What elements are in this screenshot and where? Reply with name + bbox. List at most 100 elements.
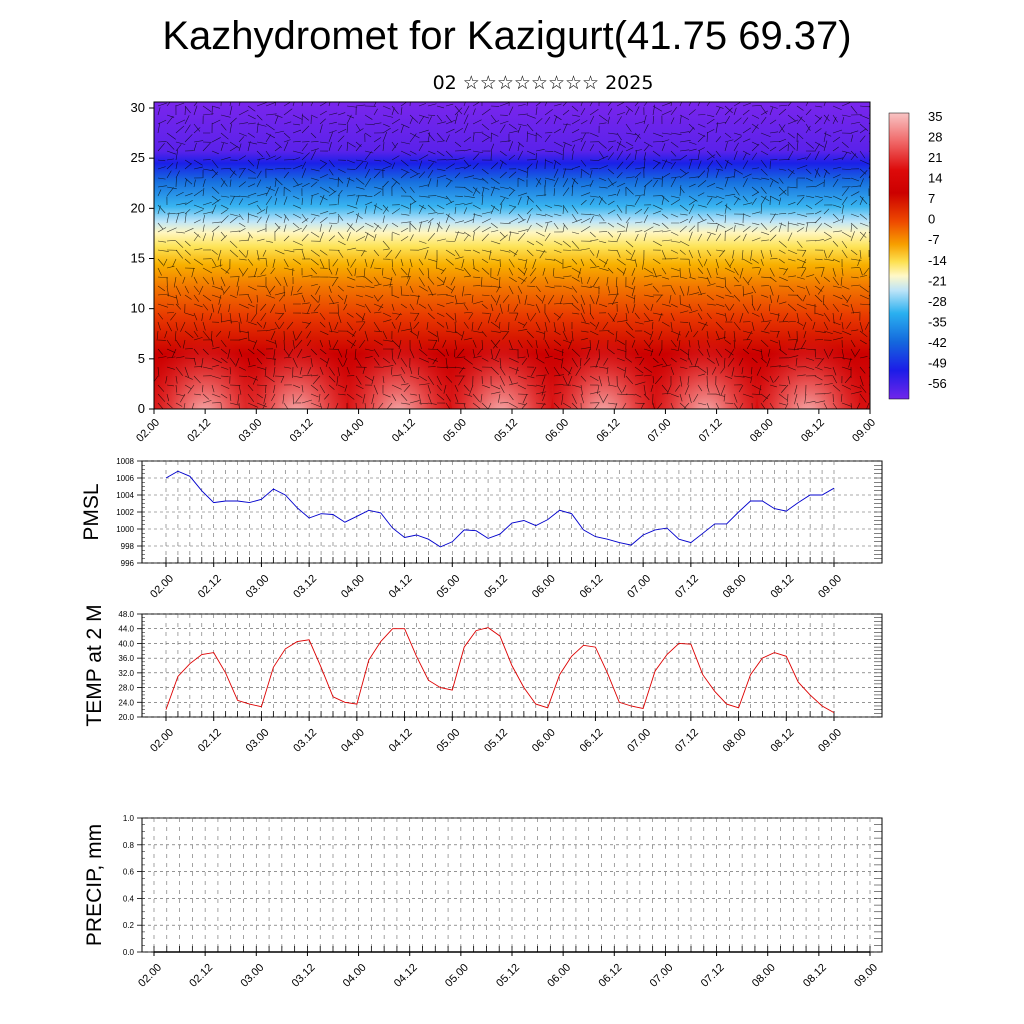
- wind-barb: [733, 195, 741, 201]
- wind-barb: [454, 157, 465, 161]
- wind-barb: [760, 231, 770, 235]
- wind-barb: [697, 339, 700, 349]
- wind-barb: [445, 177, 453, 182]
- wind-barb: [391, 267, 397, 276]
- wind-barb: [229, 357, 236, 366]
- wind-barb: [319, 258, 325, 269]
- wind-barb: [768, 303, 771, 312]
- wind-barb: [334, 321, 339, 331]
- wind-barb: [670, 107, 677, 116]
- wind-barb: [562, 142, 566, 152]
- wind-barb: [454, 231, 465, 234]
- wind-barb: [463, 384, 470, 392]
- wind-barb: [400, 186, 407, 194]
- wind-barb: [733, 197, 740, 206]
- wind-barb: [832, 375, 837, 384]
- x-tick-label: 05.00: [443, 962, 471, 990]
- wind-barb: [193, 159, 203, 166]
- wind-barb: [832, 276, 840, 286]
- wind-barb: [715, 186, 724, 190]
- wind-barb: [295, 339, 303, 348]
- wind-barb: [256, 216, 262, 224]
- wind-barb: [445, 103, 454, 107]
- wind-barb: [688, 276, 696, 280]
- wind-barb: [580, 107, 586, 116]
- wind-barb: [778, 365, 789, 368]
- wind-barb: [639, 357, 645, 366]
- x-tick-label: 02.00: [148, 727, 176, 755]
- wind-barb: [724, 348, 734, 356]
- wind-barb: [498, 321, 501, 330]
- wind-barb: [553, 339, 562, 346]
- wind-barb: [670, 161, 676, 170]
- precip-panel: 0.00.20.40.60.81.002.00 02.12 03.00 03.12 04…: [83, 814, 883, 990]
- wind-barb: [373, 321, 381, 332]
- wind-barb: [706, 294, 714, 301]
- wind-barb: [184, 163, 192, 170]
- wind-barb: [310, 283, 318, 287]
- wind-barb: [703, 258, 708, 266]
- wind-barb: [247, 258, 254, 266]
- x-tick-label: 05.12: [482, 573, 510, 601]
- x-tick-label: 05.00: [434, 727, 462, 755]
- wind-barb: [850, 339, 856, 348]
- wind-barb: [427, 159, 437, 163]
- wind-barb: [733, 225, 736, 233]
- wind-barb: [508, 258, 515, 268]
- wind-barb: [157, 185, 167, 188]
- wind-barb: [463, 311, 473, 314]
- wind-barb: [544, 159, 554, 164]
- wind-barb: [724, 160, 729, 170]
- wind-barb: [751, 167, 760, 170]
- wind-barb: [265, 168, 274, 171]
- wind-barb: [472, 150, 484, 154]
- wind-barb: [391, 231, 400, 236]
- wind-barb: [706, 129, 715, 134]
- wind-barb: [274, 130, 285, 134]
- wind-barb: [625, 312, 628, 321]
- wind-barb: [211, 137, 221, 143]
- wind-barb: [319, 210, 329, 215]
- wind-barb: [580, 170, 582, 179]
- wind-barb: [211, 357, 222, 364]
- wind-barb: [418, 154, 429, 161]
- wind-barb: [211, 402, 221, 404]
- wind-barb: [715, 233, 722, 242]
- wind-barb: [832, 230, 843, 233]
- wind-barb: [688, 321, 693, 332]
- wind-barb: [337, 213, 344, 221]
- wind-barb: [616, 140, 622, 152]
- wind-barb: [436, 321, 445, 328]
- wind-barb: [297, 285, 303, 293]
- wind-barb: [256, 204, 262, 211]
- wind-barb: [252, 339, 258, 350]
- wind-barb: [589, 198, 595, 206]
- wind-barb: [382, 393, 391, 398]
- wind-barb: [454, 166, 466, 170]
- wind-barb: [184, 213, 187, 224]
- wind-barb: [715, 169, 720, 179]
- wind-barb: [352, 330, 357, 338]
- wind-barb: [661, 364, 672, 368]
- wind-barb: [688, 176, 700, 179]
- wind-barb: [373, 186, 383, 190]
- wind-barb: [409, 114, 419, 123]
- wind-barb: [760, 294, 769, 298]
- wind-barb: [373, 303, 384, 308]
- wind-barb: [499, 375, 505, 386]
- wind-barb: [742, 109, 750, 116]
- wind-barb: [256, 179, 262, 188]
- wind-barb: [337, 294, 344, 301]
- wind-barb: [166, 102, 171, 107]
- wind-barb: [760, 249, 764, 259]
- wind-barb: [625, 249, 632, 255]
- wind-barb: [269, 303, 276, 313]
- wind-barb: [211, 294, 222, 299]
- wind-barb: [337, 177, 344, 184]
- wind-barb: [270, 402, 276, 409]
- wind-barb: [688, 199, 697, 206]
- wind-barb: [742, 195, 748, 202]
- wind-barb: [481, 211, 493, 215]
- wind-barb: [211, 393, 221, 398]
- wind-barb: [400, 213, 410, 216]
